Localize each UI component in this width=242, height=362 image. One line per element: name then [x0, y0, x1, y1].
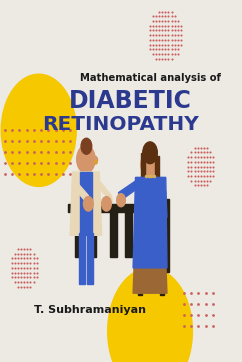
- Polygon shape: [73, 177, 88, 205]
- Bar: [125, 210, 132, 257]
- Polygon shape: [133, 177, 167, 268]
- Circle shape: [102, 197, 111, 211]
- Bar: [68, 204, 150, 212]
- Circle shape: [108, 268, 192, 362]
- Bar: [80, 172, 92, 235]
- Polygon shape: [163, 185, 167, 217]
- Bar: [138, 268, 142, 295]
- Bar: [79, 233, 85, 284]
- Circle shape: [93, 156, 98, 164]
- Polygon shape: [70, 172, 102, 235]
- Bar: [163, 199, 169, 272]
- Polygon shape: [119, 181, 137, 200]
- Bar: [134, 262, 166, 270]
- Circle shape: [143, 142, 157, 164]
- Bar: [141, 153, 145, 177]
- Bar: [89, 210, 96, 257]
- Polygon shape: [98, 179, 113, 203]
- Circle shape: [77, 146, 95, 173]
- Bar: [87, 233, 93, 284]
- Circle shape: [1, 74, 76, 186]
- Bar: [155, 156, 159, 177]
- Text: Mathematical analysis of: Mathematical analysis of: [80, 73, 220, 83]
- FancyArrow shape: [164, 221, 166, 270]
- Circle shape: [83, 197, 93, 211]
- Circle shape: [81, 138, 92, 154]
- Text: DIABETIC: DIABETIC: [69, 89, 192, 113]
- Bar: [75, 210, 82, 257]
- Bar: [110, 210, 117, 257]
- Text: RETINOPATHY: RETINOPATHY: [43, 115, 199, 134]
- Circle shape: [95, 160, 97, 164]
- Bar: [160, 268, 164, 295]
- Text: T. Subhramaniyan: T. Subhramaniyan: [34, 304, 145, 315]
- Circle shape: [117, 194, 125, 207]
- Polygon shape: [133, 262, 167, 293]
- Circle shape: [141, 151, 159, 178]
